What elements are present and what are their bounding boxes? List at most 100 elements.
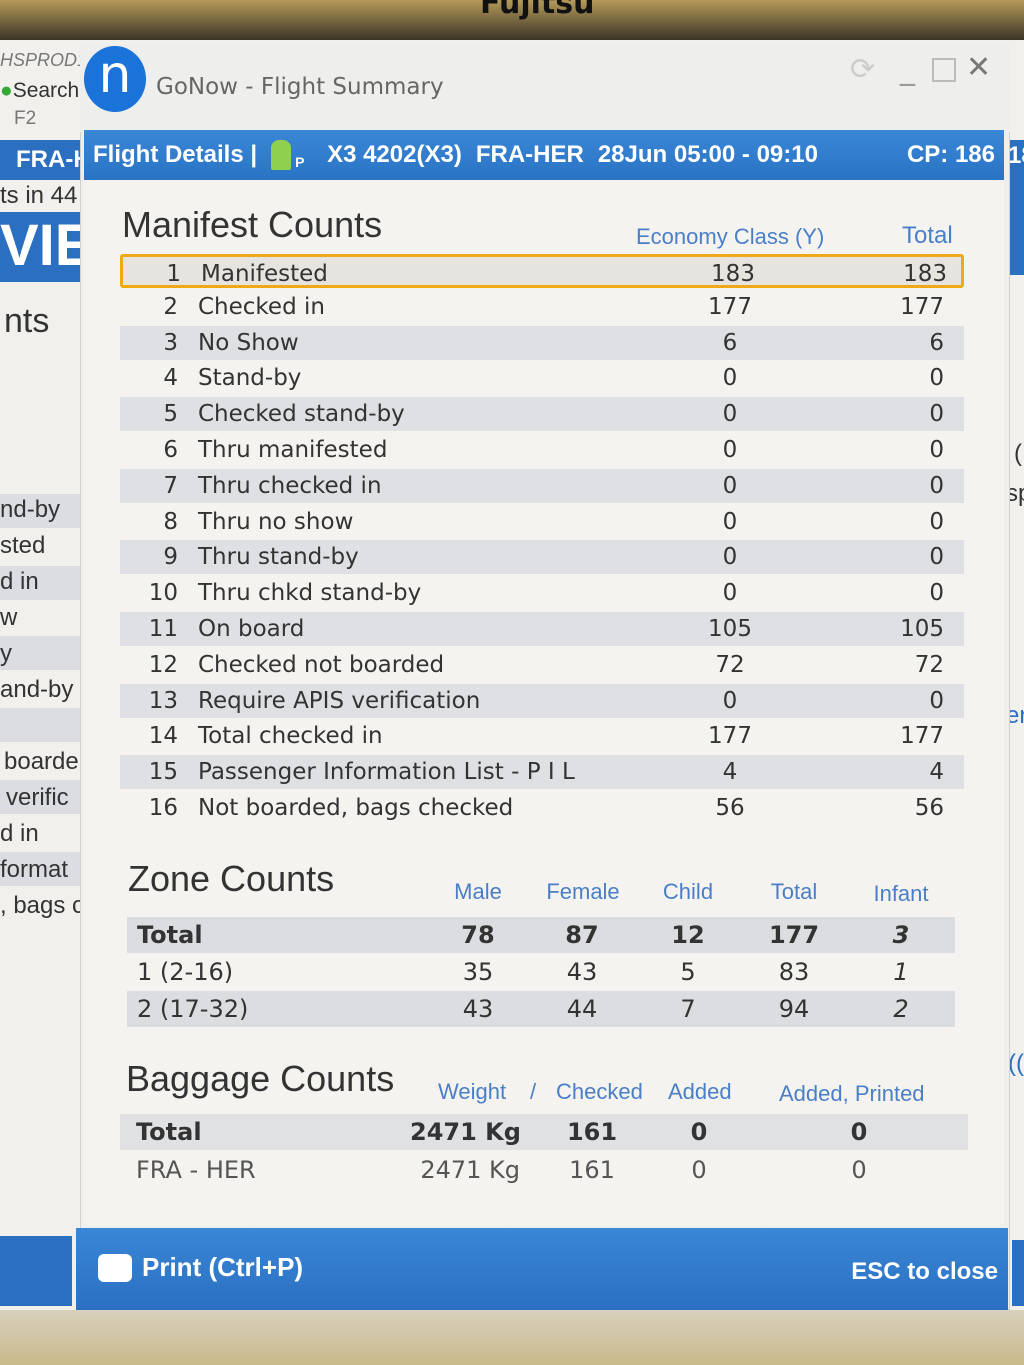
bg-text: ( xyxy=(1014,440,1022,467)
total-count: 6 xyxy=(929,329,944,356)
total-count: 183 xyxy=(903,261,947,287)
bg-text: FRA-H xyxy=(16,146,80,173)
maximize-button[interactable] xyxy=(932,58,956,82)
manifest-row[interactable]: 6 Thru manifested 0 0 xyxy=(120,433,964,467)
row-number: 6 xyxy=(163,437,178,463)
economy-count: 72 xyxy=(715,651,745,678)
col-separator: / xyxy=(530,1079,537,1104)
print-label: Print (Ctrl+P) xyxy=(142,1252,304,1282)
bg-text: nts xyxy=(4,302,50,340)
zone-value: 78 xyxy=(461,921,495,949)
col-zone-total: Total xyxy=(770,879,818,904)
row-label: Require APIS verification xyxy=(198,687,481,714)
total-count: 0 xyxy=(929,580,944,607)
row-number: 8 xyxy=(163,508,178,535)
manifest-row[interactable]: 14 Total checked in 177 177 xyxy=(120,719,964,753)
row-label: No Show xyxy=(198,329,299,356)
total-count: 0 xyxy=(929,437,944,463)
economy-count: 0 xyxy=(722,437,738,463)
baggage-weight: 2471 Kg xyxy=(410,1118,521,1146)
minimize-button[interactable]: _ xyxy=(900,52,915,87)
row-number: 4 xyxy=(163,365,178,392)
baggage-checked: 161 xyxy=(566,1118,618,1146)
manifest-row-selected[interactable]: 1 Manifested 183 183 xyxy=(120,254,964,288)
esc-close-hint[interactable]: ESC to close xyxy=(851,1258,998,1285)
baggage-added: 0 xyxy=(691,1156,707,1184)
manifest-row[interactable]: 8 Thru no show 0 0 xyxy=(120,505,964,539)
manifest-row[interactable]: 4 Stand-by 0 0 xyxy=(120,361,964,395)
manifest-row[interactable]: 2 Checked in 177 177 xyxy=(120,290,964,324)
economy-count: 6 xyxy=(722,329,738,356)
row-label: Stand-by xyxy=(198,365,302,392)
row-label: Checked in xyxy=(198,293,325,320)
close-button[interactable]: ✕ xyxy=(966,50,992,85)
row-label: Thru checked in xyxy=(198,472,382,499)
row-number: 13 xyxy=(148,687,178,714)
manifest-row[interactable]: 9 Thru stand-by 0 0 xyxy=(120,540,964,575)
row-number: 1 xyxy=(166,261,181,287)
col-added: Added xyxy=(668,1079,732,1104)
title-bar[interactable] xyxy=(80,44,1010,132)
bg-text: w xyxy=(0,604,18,631)
row-label: Checked stand-by xyxy=(198,401,405,428)
economy-count: 0 xyxy=(722,365,738,392)
manifest-row[interactable]: 16 Not boarded, bags checked 56 56 xyxy=(120,791,964,825)
total-count: 0 xyxy=(929,472,944,499)
manifest-row[interactable]: 15 Passenger Information List - P I L 4 4 xyxy=(120,755,964,790)
col-infant: Infant xyxy=(873,881,929,906)
economy-count: 0 xyxy=(722,508,738,535)
row-label: Not boarded, bags checked xyxy=(198,795,514,821)
bezel-brand: Fujitsu xyxy=(480,0,595,21)
flight-details-label: Flight Details | xyxy=(93,141,258,168)
gonow-logo: n xyxy=(84,46,146,112)
manifest-row[interactable]: 13 Require APIS verification 0 0 xyxy=(120,683,964,718)
manifest-row[interactable]: 7 Thru checked in 0 0 xyxy=(120,468,964,503)
row-number: 15 xyxy=(148,759,178,786)
row-number: 12 xyxy=(148,651,178,678)
manifest-row[interactable]: 12 Checked not boarded 72 72 xyxy=(120,648,964,682)
row-label: Thru chkd stand-by xyxy=(198,580,422,607)
bg-text: sted xyxy=(0,532,46,559)
zone-label: 2 (17-32) xyxy=(137,995,249,1023)
route: FRA-HER xyxy=(475,141,584,168)
zone-value: 35 xyxy=(462,958,494,986)
dialog-footer: Print (Ctrl+P) ESC to close xyxy=(76,1228,1008,1310)
manifest-row[interactable]: 5 Checked stand-by 0 0 xyxy=(120,397,964,432)
flight-number: X3 4202(X3) xyxy=(327,141,462,168)
window-title: GoNow - Flight Summary xyxy=(156,74,444,100)
economy-count: 0 xyxy=(722,401,738,428)
bg-text: HSPROD1 xyxy=(0,50,80,70)
economy-count: 0 xyxy=(722,544,738,571)
cp-count: CP: 186 xyxy=(906,141,995,168)
bg-text: verific xyxy=(6,784,69,811)
zone-value: 177 xyxy=(768,921,820,949)
manifest-row[interactable]: 11 On board 105 105 xyxy=(120,612,964,646)
baggage-row: FRA - HER 2471 Kg 161 0 0 xyxy=(120,1152,968,1188)
passenger-icon-group: P xyxy=(271,138,313,172)
col-female: Female xyxy=(546,879,620,904)
col-male: Male xyxy=(454,879,502,904)
row-number: 16 xyxy=(148,795,178,821)
zone-value: 5 xyxy=(680,958,696,986)
manifest-row[interactable]: 3 No Show 6 6 xyxy=(120,325,964,360)
baggage-added: 0 xyxy=(690,1118,708,1146)
manifest-row[interactable]: 10 Thru chkd stand-by 0 0 xyxy=(120,576,964,610)
manifest-title: Manifest Counts xyxy=(122,204,383,245)
zone-label: Total xyxy=(137,921,203,949)
bg-banner xyxy=(0,212,80,282)
printer-icon xyxy=(98,1254,132,1282)
bg-panel xyxy=(1010,140,1024,275)
total-count: 0 xyxy=(929,508,944,535)
row-label: Thru manifested xyxy=(198,437,388,463)
row-number: 5 xyxy=(163,401,178,428)
row-number: 3 xyxy=(163,329,178,356)
baggage-row: Total 2471 Kg 161 0 0 xyxy=(120,1114,968,1150)
bg-search-link[interactable]: ●Search xyxy=(0,79,80,102)
refresh-icon[interactable]: ⟳ xyxy=(850,52,876,87)
bg-text: nd-by xyxy=(0,496,61,523)
zone-value: 12 xyxy=(671,921,705,949)
economy-count: 0 xyxy=(722,580,738,607)
total-count: 177 xyxy=(900,723,944,750)
search-icon: ● xyxy=(0,79,13,102)
total-count: 72 xyxy=(914,651,944,678)
